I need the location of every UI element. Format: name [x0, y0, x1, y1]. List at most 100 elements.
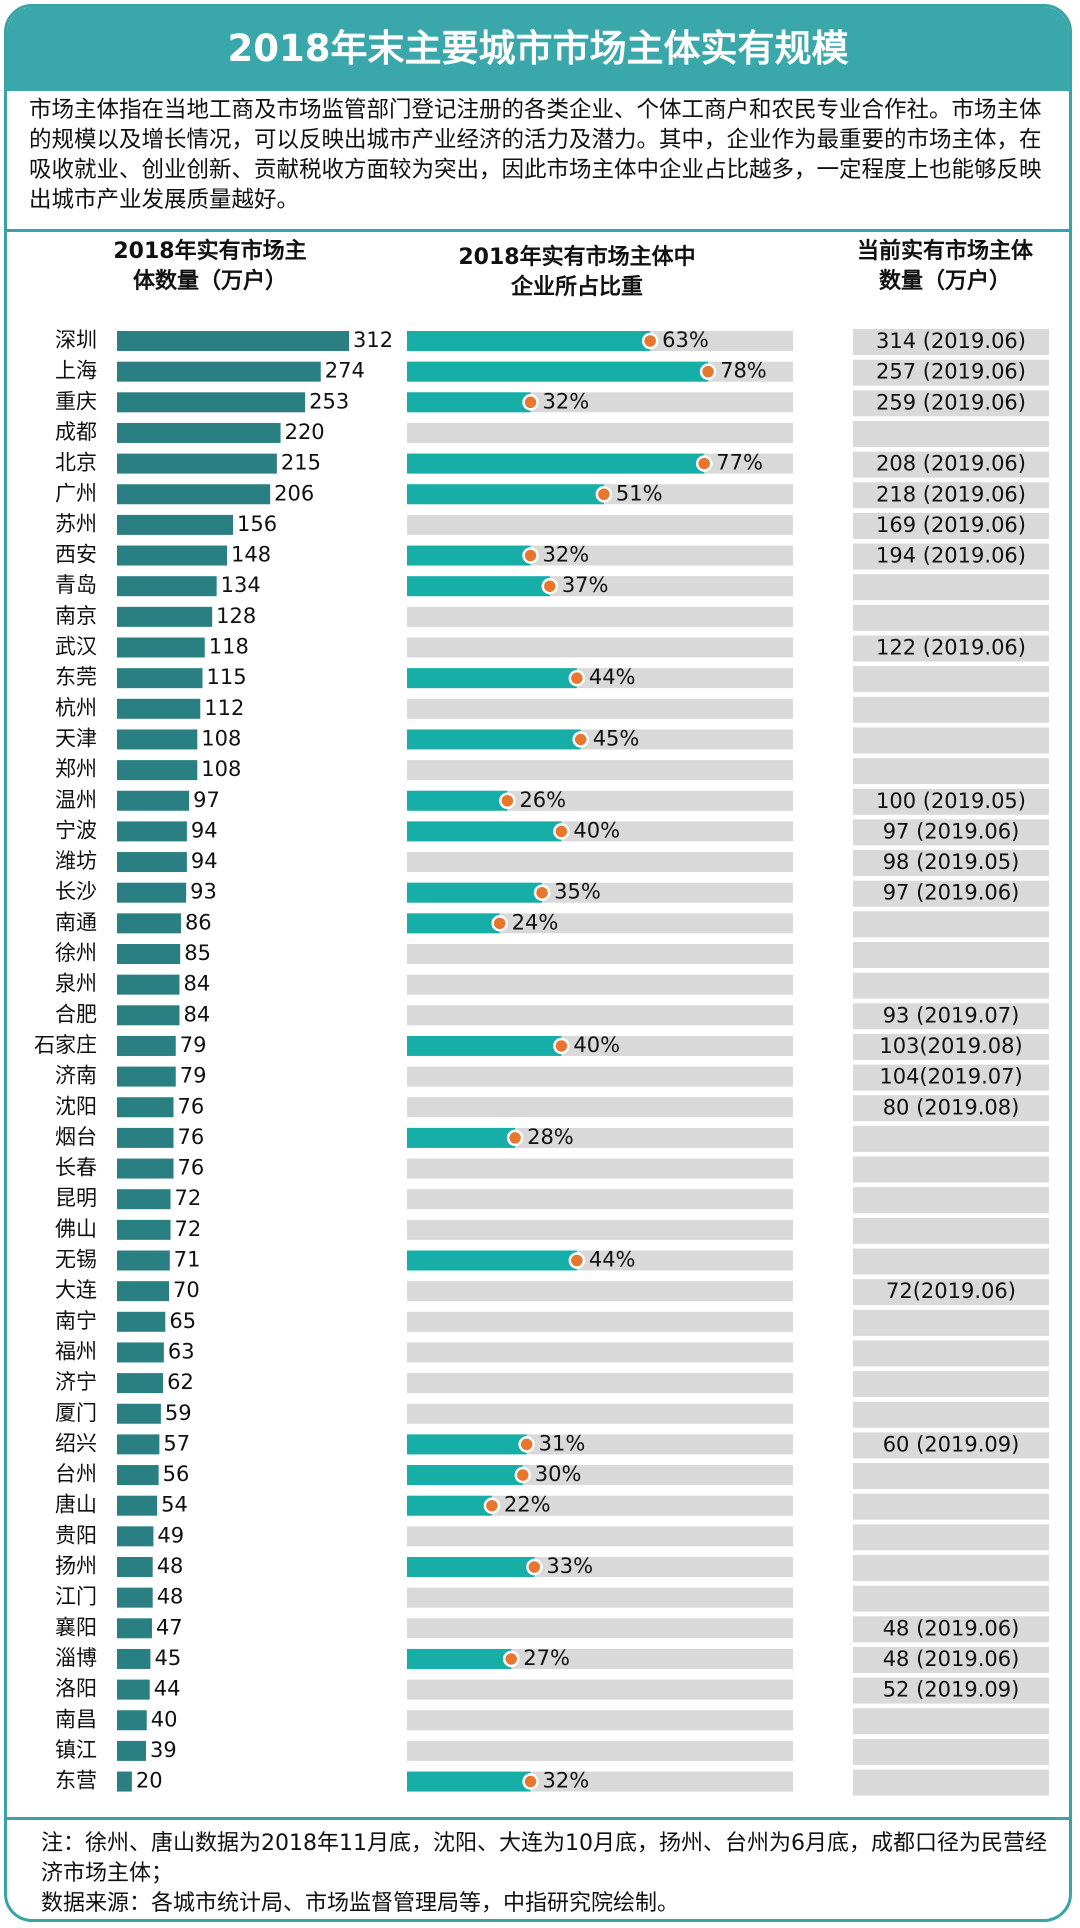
current-count-cell: [853, 1309, 1049, 1336]
share-value-label: 63%: [662, 328, 709, 352]
share-bar: [407, 1250, 577, 1271]
count-value-label: 70: [173, 1278, 200, 1302]
count-bar: [117, 1403, 161, 1424]
count-value-label: 79: [180, 1033, 207, 1057]
count-value-label: 215: [281, 451, 321, 475]
share-track: [407, 1066, 793, 1087]
count-bar: [117, 729, 198, 750]
share-track: [407, 1495, 793, 1516]
current-count-label: 60 (2019.09): [883, 1432, 1020, 1456]
current-count-label: 97 (2019.06): [883, 881, 1020, 905]
share-dot: [695, 455, 713, 472]
share-dot: [522, 547, 539, 564]
current-count-cell: [853, 543, 1049, 570]
share-bar: [407, 545, 531, 566]
count-bar: [117, 453, 277, 474]
count-value-label: 47: [156, 1615, 183, 1639]
share-value-label: 28%: [527, 1125, 574, 1149]
count-bar: [117, 1250, 170, 1271]
current-count-cell: [853, 788, 1049, 815]
count-bar: [117, 392, 306, 413]
current-count-cell: [853, 1677, 1049, 1704]
city-label: 宁波: [55, 818, 97, 842]
current-count-cell: [853, 1156, 1049, 1183]
current-count-cell: [853, 420, 1049, 447]
city-label: 合肥: [55, 1002, 97, 1026]
count-bar: [117, 1373, 164, 1394]
city-label: 东营: [55, 1769, 97, 1793]
footer-source: 数据来源：各城市统计局、市场监督管理局等，中指研究院绘制。: [41, 1891, 680, 1916]
count-value-label: 71: [174, 1248, 201, 1272]
column-header-count-line2: 体数量（万户）: [132, 269, 287, 294]
current-count-label: 72(2019.06): [886, 1279, 1016, 1303]
share-value-label: 33%: [546, 1554, 593, 1578]
city-label: 无锡: [55, 1248, 97, 1272]
current-count-label: 218 (2019.06): [876, 482, 1026, 506]
share-value-label: 32%: [543, 389, 590, 413]
current-count-label: 103(2019.08): [879, 1034, 1022, 1058]
column-header-share-line2: 企业所占比重: [510, 275, 643, 300]
count-bar: [117, 1097, 174, 1118]
count-value-label: 220: [285, 420, 325, 444]
count-value-label: 63: [168, 1339, 195, 1363]
count-bar: [117, 1189, 171, 1210]
count-value-label: 76: [178, 1125, 205, 1149]
share-track: [407, 1219, 793, 1240]
current-count-cell: [853, 972, 1049, 999]
city-label: 广州: [55, 481, 97, 505]
city-label: 厦门: [55, 1401, 97, 1425]
count-value-label: 84: [183, 972, 210, 996]
city-label: 襄阳: [55, 1615, 97, 1639]
current-count-cell: [853, 911, 1049, 938]
current-count-cell: [853, 1616, 1049, 1643]
share-dot: [526, 1558, 543, 1576]
current-count-cell: [853, 850, 1049, 877]
count-value-label: 274: [325, 359, 365, 383]
count-value-label: 97: [193, 788, 220, 812]
count-value-label: 59: [165, 1401, 192, 1425]
count-bar: [117, 821, 187, 842]
current-count-cell: [853, 1493, 1049, 1520]
count-value-label: 54: [161, 1493, 188, 1517]
current-count-cell: [853, 574, 1049, 601]
current-count-label: 208 (2019.06): [876, 452, 1026, 476]
city-label: 深圳: [55, 328, 97, 352]
share-value-label: 40%: [573, 1033, 620, 1057]
city-label: 南通: [55, 910, 97, 934]
share-value-label: 35%: [554, 880, 601, 904]
share-dot: [568, 669, 586, 687]
current-count-cell: [853, 1095, 1049, 1122]
current-count-cell: [853, 727, 1049, 754]
count-bar: [117, 1066, 176, 1087]
current-count-label: 100 (2019.05): [876, 789, 1026, 813]
current-count-cell: [853, 1187, 1049, 1214]
current-count-label: 48 (2019.06): [883, 1647, 1020, 1671]
count-bar: [117, 1035, 176, 1056]
count-value-label: 115: [207, 665, 247, 689]
footer-note: 注：徐州、唐山数据为2018年11月底，沈阳、大连为10月底，扬州、台州为6月底…: [41, 1831, 1047, 1886]
footer: 注：徐州、唐山数据为2018年11月底，沈阳、大连为10月底，扬州、台州为6月底…: [41, 1829, 1051, 1919]
city-label: 青岛: [55, 573, 97, 597]
current-count-label: 257 (2019.06): [876, 360, 1026, 384]
divider-bottom: [7, 1817, 1069, 1820]
share-value-label: 44%: [589, 665, 636, 689]
current-count-cell: [853, 1708, 1049, 1735]
share-track: [407, 944, 793, 964]
count-bar: [117, 852, 187, 873]
current-count-cell: [853, 1738, 1049, 1765]
count-value-label: 57: [163, 1431, 190, 1455]
intro-paragraph: 市场主体指在当地工商及市场监管部门登记注册的各类企业、个体工商户和农民专业合作社…: [29, 97, 1042, 213]
count-bar: [117, 361, 321, 382]
share-dot: [553, 823, 570, 840]
city-label: 佛山: [55, 1217, 97, 1241]
share-value-label: 37%: [562, 573, 609, 597]
share-track: [407, 1158, 793, 1179]
count-value-label: 85: [184, 941, 211, 965]
count-value-label: 48: [157, 1554, 184, 1578]
current-count-cell: [853, 1248, 1049, 1275]
share-bar: [407, 668, 577, 689]
count-bar: [117, 576, 217, 597]
share-track: [407, 637, 793, 658]
share-dot: [595, 486, 613, 503]
count-value-label: 108: [201, 726, 241, 750]
